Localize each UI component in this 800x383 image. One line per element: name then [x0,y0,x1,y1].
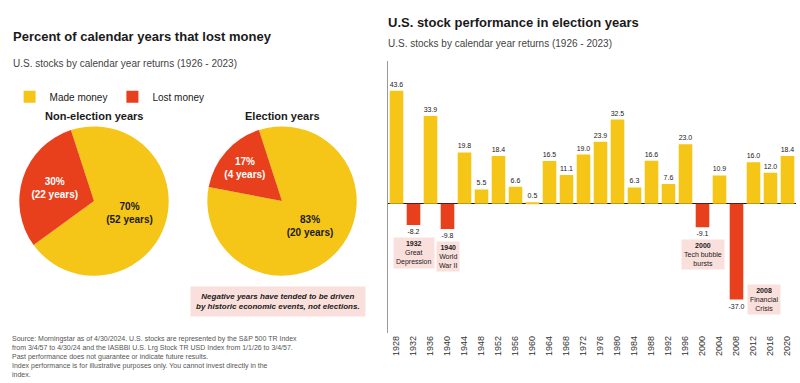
svg-text:1936: 1936 [425,336,435,356]
svg-text:30%(22 years): 30%(22 years) [31,176,78,200]
svg-text:19.8: 19.8 [458,142,472,149]
svg-text:6.6: 6.6 [511,177,521,184]
svg-text:Negative years have tended to: Negative years have tended to be drivenb… [196,292,360,311]
svg-text:11.1: 11.1 [560,165,573,172]
svg-text:0.5: 0.5 [528,192,538,199]
svg-text:1968: 1968 [561,336,571,356]
svg-text:70%(52 years): 70%(52 years) [106,201,153,225]
svg-text:6.3: 6.3 [630,177,640,184]
svg-text:U.S. stock performance in elec: U.S. stock performance in election years [388,15,639,30]
svg-text:-8.2: -8.2 [407,228,419,235]
svg-text:-9.8: -9.8 [441,232,453,239]
svg-text:1996: 1996 [680,336,690,356]
svg-text:Lost money: Lost money [152,92,204,103]
svg-text:1956: 1956 [510,336,520,356]
svg-text:23.9: 23.9 [594,132,608,139]
svg-text:-9.1: -9.1 [696,230,708,237]
svg-text:23.0: 23.0 [679,134,693,141]
svg-text:1988: 1988 [646,336,656,356]
svg-text:U.S. stocks by calendar year r: U.S. stocks by calendar year returns (19… [388,38,612,49]
svg-text:Non-election years: Non-election years [45,110,143,122]
svg-text:7.6: 7.6 [664,174,674,181]
svg-text:16.5: 16.5 [543,151,557,158]
svg-text:43.6: 43.6 [390,81,404,88]
svg-text:1932GreatDepression: 1932GreatDepression [396,240,432,266]
svg-text:Source: Morningstar as of 4/30: Source: Morningstar as of 4/30/2024. U.S… [12,335,297,378]
svg-text:Made money: Made money [50,92,108,103]
svg-text:19.0: 19.0 [577,145,591,152]
svg-text:Election years: Election years [245,110,320,122]
svg-text:1944: 1944 [459,336,469,356]
svg-text:12.0: 12.0 [764,163,778,170]
svg-text:83%(20 years): 83%(20 years) [287,214,334,238]
svg-text:16.6: 16.6 [645,151,659,158]
svg-text:Percent of calendar years that: Percent of calendar years that lost mone… [13,29,272,44]
svg-text:-37.0: -37.0 [728,303,744,310]
svg-text:1928: 1928 [391,336,401,356]
svg-text:1940: 1940 [442,336,452,356]
svg-text:10.9: 10.9 [713,165,727,172]
svg-text:1948: 1948 [476,336,486,356]
svg-text:18.4: 18.4 [781,146,795,153]
svg-text:2004: 2004 [714,336,724,356]
svg-text:1972: 1972 [578,336,588,356]
svg-text:1980: 1980 [612,336,622,356]
svg-text:U.S. stocks by calendar year r: U.S. stocks by calendar year returns (19… [13,58,237,69]
svg-text:1992: 1992 [663,336,673,356]
svg-text:1932: 1932 [408,336,418,356]
svg-text:2000Tech bubblebursts: 2000Tech bubblebursts [684,242,722,267]
svg-text:16.0: 16.0 [747,152,761,159]
svg-text:2000: 2000 [697,336,707,356]
svg-text:1952: 1952 [493,336,503,356]
svg-text:2008: 2008 [731,336,741,356]
svg-text:2016: 2016 [765,336,775,356]
svg-text:2020: 2020 [782,336,792,356]
svg-text:2008FinancialCrisis: 2008FinancialCrisis [750,287,778,312]
svg-text:17%(4 years): 17%(4 years) [224,156,265,180]
svg-text:1976: 1976 [595,336,605,356]
svg-text:18.4: 18.4 [492,146,506,153]
svg-text:2012: 2012 [748,336,758,356]
svg-text:1964: 1964 [544,336,554,356]
svg-text:32.5: 32.5 [611,110,625,117]
svg-text:1984: 1984 [629,336,639,356]
svg-text:1960: 1960 [527,336,537,356]
svg-text:5.5: 5.5 [477,179,487,186]
svg-text:33.9: 33.9 [424,106,438,113]
svg-text:1940WorldWar II: 1940WorldWar II [439,244,457,269]
